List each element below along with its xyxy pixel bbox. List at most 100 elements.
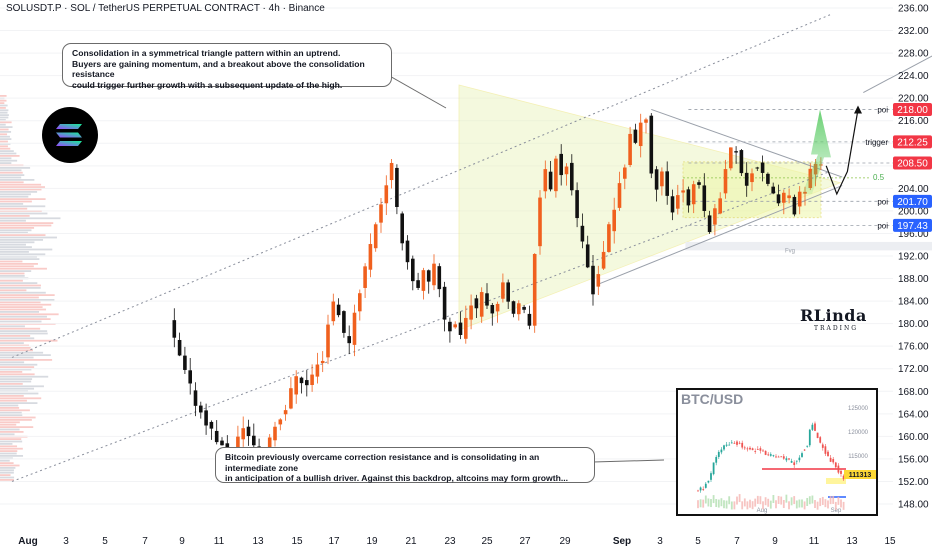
inset-volume-bar	[751, 501, 754, 510]
level-price-badge	[893, 156, 932, 170]
volume-profile-bar	[0, 467, 16, 469]
inset-title: BTC/USD	[681, 391, 744, 407]
candle-body	[252, 435, 256, 446]
inset-candle-body	[736, 441, 738, 445]
volume-profile-bar	[0, 423, 17, 426]
price-axis: 148.00 152.00 156.00 160.00 164.00 168.00 172.…	[865, 4, 932, 511]
inset-candle-body	[832, 459, 835, 463]
inset-candle-body	[723, 445, 725, 450]
inset-candle-body	[702, 489, 705, 490]
volume-profile-bar	[0, 347, 31, 349]
inset-candle-body	[837, 465, 840, 473]
volume-profile-bar	[0, 152, 17, 155]
volume-profile-bar	[0, 159, 18, 162]
candle-body	[464, 317, 468, 339]
candle-body	[278, 419, 283, 425]
level-price-badge	[893, 102, 932, 116]
inset-volume-bar	[829, 496, 832, 505]
inset-candle-body	[756, 449, 759, 450]
level-label: poi	[877, 221, 888, 230]
time-tick-label: 9	[179, 536, 185, 547]
volume-profile-bar	[0, 320, 42, 323]
price-tick-label: 200.00	[898, 206, 929, 217]
inset-volume-bar	[832, 495, 835, 504]
inset-volume-bar	[741, 501, 744, 510]
candle-body	[458, 322, 463, 335]
volume-profile-bar	[0, 385, 44, 388]
candle-body	[723, 169, 728, 194]
level-price-badge	[893, 218, 932, 232]
volume-profile-bar	[0, 270, 32, 272]
time-tick-label: 11	[809, 536, 820, 547]
inset-zone	[826, 478, 846, 484]
candle-body	[310, 374, 314, 386]
time-tick-label: 5	[102, 536, 108, 547]
time-tick-label: 23	[444, 536, 456, 547]
candle-body	[686, 189, 691, 206]
volume-profile-bar	[0, 303, 52, 306]
time-tick-label: 13	[846, 536, 858, 547]
volume-profile-bar	[0, 143, 11, 145]
volume-profile-bar	[0, 128, 9, 131]
candle-body	[188, 370, 192, 384]
volume-profile-bar	[0, 131, 12, 133]
top-callout: Consolidation in a symmetrical triangle …	[62, 43, 392, 90]
price-tick-label: 172.00	[898, 364, 929, 375]
inset-candle-body	[829, 457, 832, 462]
volume-profile-bar	[0, 421, 20, 424]
time-tick-label: 27	[519, 536, 531, 547]
inset-volume-bar	[814, 500, 816, 509]
candle-body	[273, 426, 277, 441]
volume-profile-bar	[0, 169, 22, 172]
volume-profile-bar	[0, 227, 35, 229]
inset-volume-bar	[803, 501, 806, 510]
top-callout-line-3: could trigger further growth with a subs…	[72, 79, 343, 90]
volume-profile-bar	[0, 183, 42, 186]
time-tick-label: Aug	[18, 536, 37, 547]
candle-body	[559, 153, 563, 176]
volume-profile-bar	[0, 428, 20, 431]
volume-profile-bar	[0, 455, 24, 457]
volume-profile-bar	[0, 236, 57, 239]
candle-body	[384, 185, 389, 204]
volume-profile-bar	[0, 107, 6, 109]
volume-profile-bar	[0, 203, 24, 205]
candle-body	[453, 324, 457, 328]
inset-volume-bar	[788, 501, 790, 510]
candle-body	[214, 430, 219, 443]
inset-volume-bar	[743, 498, 746, 507]
volume-profile-bar	[0, 387, 35, 390]
volume-profile-bar	[0, 212, 48, 215]
volume-profile-bar	[0, 433, 15, 436]
volume-profile-bar	[0, 251, 29, 253]
candle-body	[267, 437, 272, 448]
level-price-text: 201.70	[897, 197, 928, 208]
candle-body	[358, 293, 362, 312]
candle-body	[495, 303, 500, 312]
volume-profile-bar	[0, 193, 31, 196]
inset-candle-body	[819, 437, 822, 443]
inset-candle-body	[717, 451, 720, 457]
inset-volume-bar	[764, 497, 767, 506]
candle-body	[633, 129, 638, 143]
volume-profile-bar	[0, 195, 29, 198]
inset-candle-body	[710, 473, 712, 480]
inset-volume-bar	[730, 501, 733, 510]
candle-body	[342, 311, 346, 333]
inset-volume-bar	[806, 497, 809, 506]
volume-profile-bar	[0, 181, 24, 184]
time-tick-label: 11	[214, 536, 225, 547]
volume-profile-bar	[0, 217, 61, 220]
time-tick-label: 9	[772, 536, 778, 547]
volume-profile-bar	[0, 104, 8, 107]
volume-profile-bar	[0, 289, 27, 292]
candle-body	[601, 251, 606, 269]
candle-body	[607, 224, 611, 252]
triangle-support-line	[598, 185, 843, 285]
candle-body	[623, 167, 627, 179]
candle-body	[517, 303, 521, 315]
solana-logo-icon	[42, 107, 98, 163]
price-tick-label: 224.00	[898, 71, 929, 82]
candle-body	[426, 270, 431, 282]
